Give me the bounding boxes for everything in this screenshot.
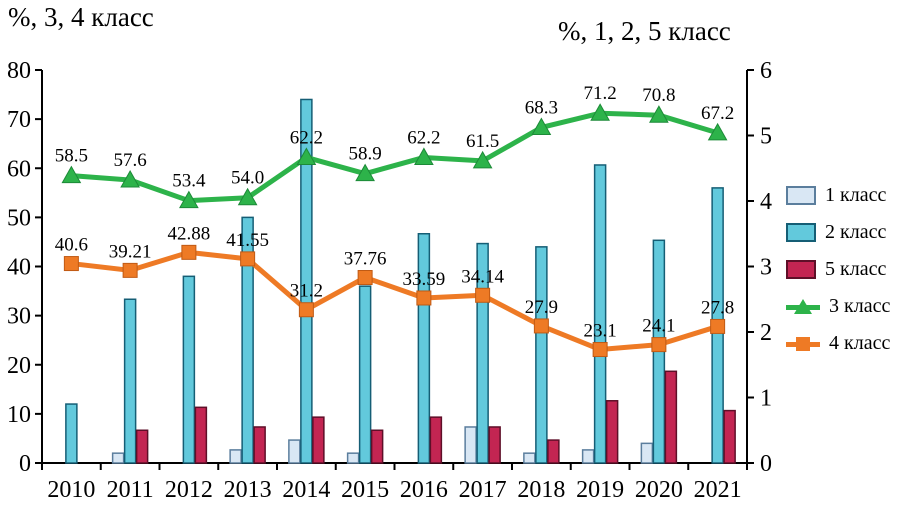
square-marker-icon — [796, 336, 810, 351]
svg-text:20: 20 — [7, 353, 31, 379]
legend-item-3: 5 класс — [786, 256, 890, 283]
svg-text:2: 2 — [760, 320, 772, 346]
svg-text:67.2: 67.2 — [701, 103, 734, 124]
svg-text:58.5: 58.5 — [55, 146, 88, 167]
svg-text:61.5: 61.5 — [466, 131, 499, 152]
svg-text:2019: 2019 — [576, 477, 624, 503]
svg-text:2011: 2011 — [107, 477, 154, 503]
svg-text:33.59: 33.59 — [403, 269, 446, 290]
svg-text:3: 3 — [760, 255, 772, 281]
legend-item-4: 3 класс — [786, 293, 890, 320]
svg-text:2012: 2012 — [165, 477, 213, 503]
svg-text:60: 60 — [7, 156, 31, 182]
svg-text:2013: 2013 — [224, 477, 272, 503]
svg-text:27.8: 27.8 — [701, 297, 734, 318]
svg-text:30: 30 — [7, 304, 31, 330]
svg-text:10: 10 — [7, 402, 31, 428]
svg-text:4: 4 — [760, 189, 772, 215]
svg-text:31.2: 31.2 — [290, 281, 323, 302]
svg-text:2018: 2018 — [517, 477, 565, 503]
svg-text:23.1: 23.1 — [584, 321, 617, 342]
svg-text:2010: 2010 — [47, 477, 95, 503]
svg-text:58.9: 58.9 — [349, 144, 382, 165]
svg-text:0: 0 — [760, 451, 772, 477]
svg-text:62.2: 62.2 — [290, 127, 323, 148]
svg-text:57.6: 57.6 — [114, 150, 147, 171]
svg-text:40.6: 40.6 — [55, 235, 88, 256]
legend-label: 4 класс — [829, 332, 891, 354]
legend-label: 1 класс — [825, 184, 887, 206]
legend-item-5: 4 класс — [786, 330, 890, 357]
svg-text:0: 0 — [19, 451, 31, 477]
svg-text:62.2: 62.2 — [407, 127, 440, 148]
svg-text:42.88: 42.88 — [168, 223, 211, 244]
svg-text:71.2: 71.2 — [584, 83, 617, 104]
legend: 1 класс 2 класс 5 класс 3 класс 4 класс — [786, 182, 890, 367]
svg-text:5: 5 — [760, 124, 772, 150]
svg-text:6: 6 — [760, 58, 772, 84]
svg-text:2021: 2021 — [694, 477, 742, 503]
svg-text:70.8: 70.8 — [642, 85, 675, 106]
legend-bar-swatch — [786, 223, 816, 242]
legend-label: 3 класс — [829, 295, 891, 317]
legend-label: 5 класс — [825, 258, 887, 280]
svg-text:2017: 2017 — [459, 477, 507, 503]
svg-text:34.14: 34.14 — [461, 266, 504, 287]
legend-bar-swatch — [786, 260, 816, 279]
left-axis-title: %, 3, 4 класс — [8, 2, 154, 32]
svg-text:80: 80 — [7, 58, 31, 84]
svg-text:70: 70 — [7, 107, 31, 133]
svg-text:37.76: 37.76 — [344, 249, 387, 270]
legend-item-1: 1 класс — [786, 182, 890, 209]
legend-line-swatch — [786, 297, 820, 317]
svg-text:68.3: 68.3 — [525, 97, 558, 118]
svg-text:2016: 2016 — [400, 477, 448, 503]
svg-text:53.4: 53.4 — [172, 171, 206, 192]
legend-item-2: 2 класс — [786, 219, 890, 246]
legend-line-swatch — [786, 334, 820, 354]
svg-text:41.55: 41.55 — [226, 230, 269, 251]
svg-text:54.0: 54.0 — [231, 168, 264, 189]
svg-text:1: 1 — [760, 386, 772, 412]
svg-text:27.9: 27.9 — [525, 297, 558, 318]
svg-text:2020: 2020 — [635, 477, 683, 503]
svg-text:39.21: 39.21 — [109, 241, 152, 262]
svg-text:2014: 2014 — [282, 477, 330, 503]
right-axis-title: %, 1, 2, 5 класс — [558, 16, 731, 46]
legend-bar-swatch — [786, 186, 816, 205]
legend-label: 2 класс — [825, 221, 887, 243]
triangle-marker-icon — [794, 298, 812, 314]
svg-text:40: 40 — [7, 255, 31, 281]
svg-text:50: 50 — [7, 205, 31, 231]
svg-text:24.1: 24.1 — [642, 316, 675, 337]
svg-text:2015: 2015 — [341, 477, 389, 503]
